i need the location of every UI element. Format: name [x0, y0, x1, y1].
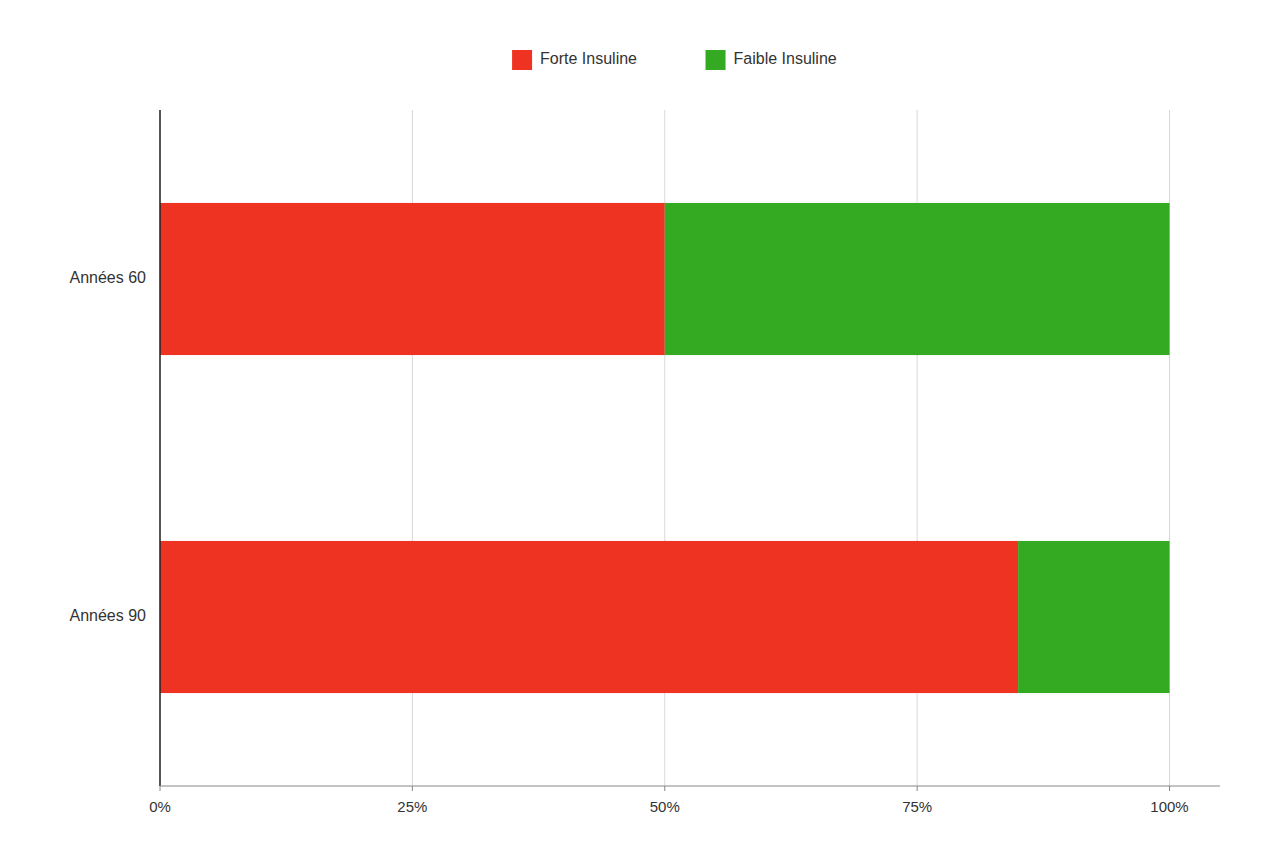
- y-tick-label: Années 60: [69, 269, 146, 286]
- tick-mark: [412, 786, 413, 791]
- y-axis-line: [159, 110, 161, 786]
- legend-label: Faible Insuline: [734, 50, 837, 67]
- x-tick-label: 25%: [397, 798, 427, 815]
- tick-mark: [664, 786, 665, 791]
- legend-swatch: [706, 50, 726, 70]
- x-tick-label: 75%: [902, 798, 932, 815]
- x-axis-line: [160, 786, 1220, 787]
- bars: [160, 203, 1170, 693]
- bar-segment: [1018, 541, 1169, 693]
- chart-container: 0% 25% 50% 75% 100% Années 60 Années 90 Forte I…: [0, 0, 1280, 866]
- legend-label: Forte Insuline: [540, 50, 637, 67]
- tick-mark: [917, 786, 918, 791]
- x-tick-label: 100%: [1150, 798, 1188, 815]
- legend-swatch: [512, 50, 532, 70]
- chart-svg: 0% 25% 50% 75% 100% Années 60 Années 90 Forte I…: [0, 0, 1280, 866]
- bar-segment: [160, 203, 665, 355]
- x-tick-label: 0%: [149, 798, 171, 815]
- bar-segment: [160, 541, 1018, 693]
- grid-line: [160, 110, 161, 786]
- x-tick-label: 50%: [650, 798, 680, 815]
- tick-mark: [1169, 786, 1170, 791]
- grid: [160, 110, 1170, 786]
- bar-segment: [665, 203, 1170, 355]
- tick-mark: [160, 786, 161, 791]
- legend: Forte Insuline Faible Insuline: [512, 50, 837, 70]
- y-tick-label: Années 90: [69, 607, 146, 624]
